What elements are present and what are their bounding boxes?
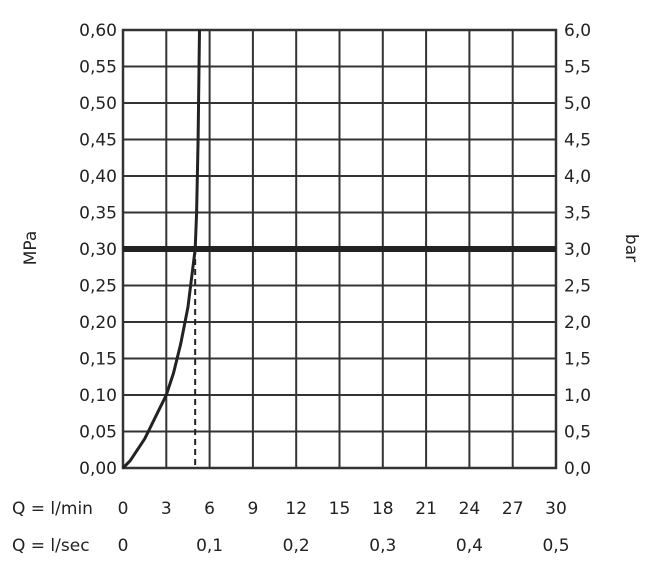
y-right-tick-label: 5,5 (564, 58, 591, 78)
y-right-axis-title: bar (621, 234, 641, 262)
x-axis-lsec-title: Q = l/sec (12, 536, 90, 556)
y-left-tick-label: 0,25 (79, 277, 117, 297)
x-lmin-tick-label: 30 (545, 499, 567, 519)
x-lmin-tick-label: 18 (372, 499, 394, 519)
y-left-tick-label: 0,05 (79, 423, 117, 443)
y-right-tick-label: 1,0 (564, 386, 591, 406)
y-right-tick-label: 0,5 (564, 423, 591, 443)
y-right-tick-label: 2,5 (564, 277, 591, 297)
y-left-axis-title: MPa (21, 231, 41, 266)
y-left-tick-label: 0,50 (79, 94, 117, 114)
x-lsec-tick-label: 0,1 (196, 536, 223, 556)
x-lmin-tick-label: 0 (118, 499, 129, 519)
y-left-tick-label: 0,00 (79, 459, 117, 479)
y-right-tick-label: 3,5 (564, 204, 591, 224)
x-lsec-tick-label: 0,5 (542, 536, 569, 556)
y-right-tick-label: 4,0 (564, 167, 591, 187)
y-right-tick-label: 3,0 (564, 240, 591, 260)
chart-marks (121, 29, 556, 470)
y-left-tick-label: 0,60 (79, 21, 117, 41)
y-left-tick-label: 0,15 (79, 350, 117, 370)
y-left-tick-label: 0,45 (79, 131, 117, 151)
x-lmin-tick-label: 24 (459, 499, 481, 519)
x-lmin-tick-label: 6 (204, 499, 215, 519)
series-line (121, 29, 201, 470)
x-lmin-tick-label: 9 (247, 499, 258, 519)
y-right-tick-label: 0,0 (564, 459, 591, 479)
y-left-tick-label: 0,35 (79, 204, 117, 224)
tick-labels: 0,000,050,100,150,200,250,300,350,400,45… (79, 21, 591, 556)
x-lmin-tick-label: 21 (415, 499, 437, 519)
y-right-tick-label: 5,0 (564, 94, 591, 114)
x-lsec-tick-label: 0,4 (456, 536, 483, 556)
x-lsec-tick-label: 0 (118, 536, 129, 556)
x-lmin-tick-label: 15 (329, 499, 351, 519)
y-left-tick-label: 0,30 (79, 240, 117, 260)
x-lsec-tick-label: 0,2 (283, 536, 310, 556)
y-right-tick-label: 4,5 (564, 131, 591, 151)
y-left-tick-label: 0,20 (79, 313, 117, 333)
x-lmin-tick-label: 27 (502, 499, 524, 519)
y-right-tick-label: 6,0 (564, 21, 591, 41)
y-right-tick-label: 2,0 (564, 313, 591, 333)
y-right-tick-label: 1,5 (564, 350, 591, 370)
y-left-tick-label: 0,10 (79, 386, 117, 406)
x-lmin-tick-label: 12 (285, 499, 307, 519)
x-axis-lmin-title: Q = l/min (12, 499, 93, 519)
y-left-tick-label: 0,40 (79, 167, 117, 187)
x-lsec-tick-label: 0,3 (369, 536, 396, 556)
y-left-tick-label: 0,55 (79, 58, 117, 78)
x-lmin-tick-label: 3 (161, 499, 172, 519)
